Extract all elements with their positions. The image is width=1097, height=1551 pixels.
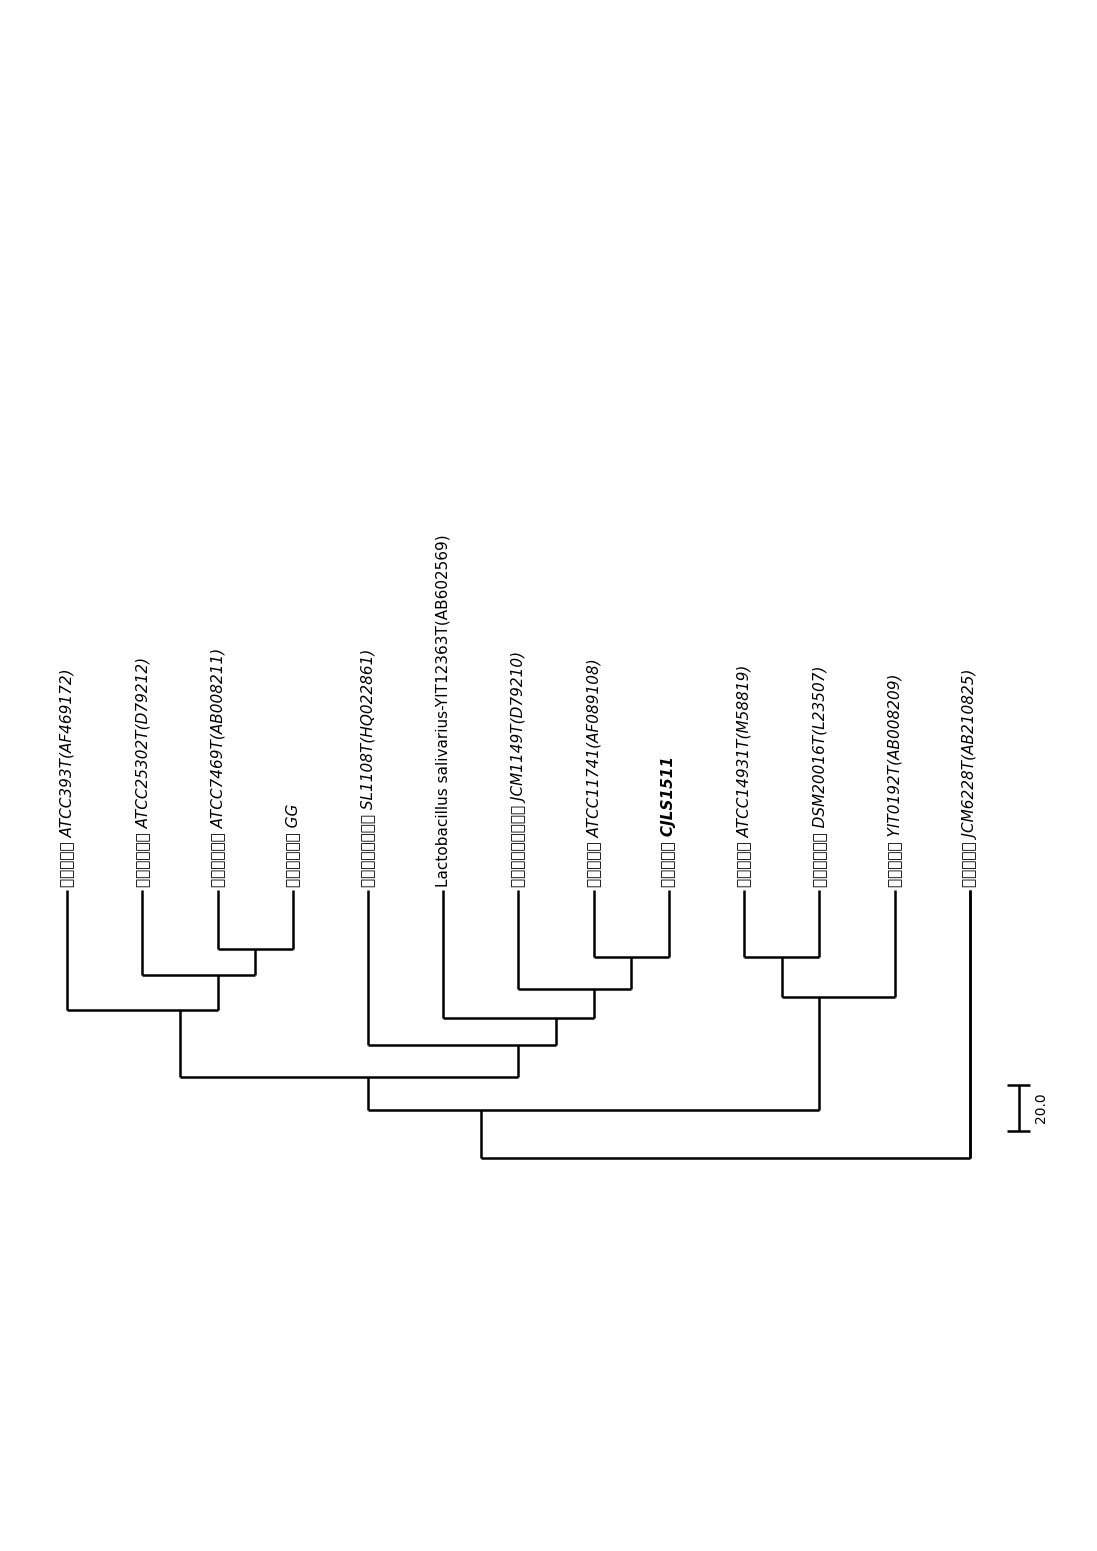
Text: 小牛乳杆菌 JCM6228T(AB210825): 小牛乳杆菌 JCM6228T(AB210825): [962, 668, 977, 887]
Text: 耐于酸乳杆菌 ATCC25302T(D79212): 耐于酸乳杆菌 ATCC25302T(D79212): [135, 656, 150, 887]
Text: Lactobacillus salivarius-YIT12363T(AB602569): Lactobacillus salivarius-YIT12363T(AB602…: [436, 534, 451, 887]
Text: 20.0: 20.0: [1033, 1093, 1048, 1123]
Text: 唤液乳杆菌 ATCC11741(AF089108): 唤液乳杆菌 ATCC11741(AF089108): [586, 658, 601, 887]
Text: 发酵乳杆菌 ATCC14931T(M58819): 发酵乳杆菌 ATCC14931T(M58819): [736, 664, 751, 887]
Text: 鼠李糖乳杆菌 GG: 鼠李糖乳杆菌 GG: [285, 803, 301, 887]
Text: 唤液乳杆菌 CJLS1511: 唤液乳杆菌 CJLS1511: [661, 755, 677, 887]
Text: 加拿大大鸿乳杆菌 SL1108T(HQ022861): 加拿大大鸿乳杆菌 SL1108T(HQ022861): [361, 648, 375, 887]
Text: 鼠李糖乳杆菌 ATCC7469T(AB008211): 鼠李糖乳杆菌 ATCC7469T(AB008211): [210, 648, 225, 887]
Text: 干酪乳杆菌 ATCC393T(AF469172): 干酪乳杆菌 ATCC393T(AF469172): [59, 668, 75, 887]
Text: 植物乳杆菌级属乙种 JCM1149T(D79210): 植物乳杆菌级属乙种 JCM1149T(D79210): [511, 651, 525, 887]
Text: 罗伊氏乳杆菌 DSM20016T(L23507): 罗伊氏乳杆菌 DSM20016T(L23507): [812, 665, 827, 887]
Text: 缓酸乳杆菌 YIT0192T(AB008209): 缓酸乳杆菌 YIT0192T(AB008209): [887, 673, 902, 887]
